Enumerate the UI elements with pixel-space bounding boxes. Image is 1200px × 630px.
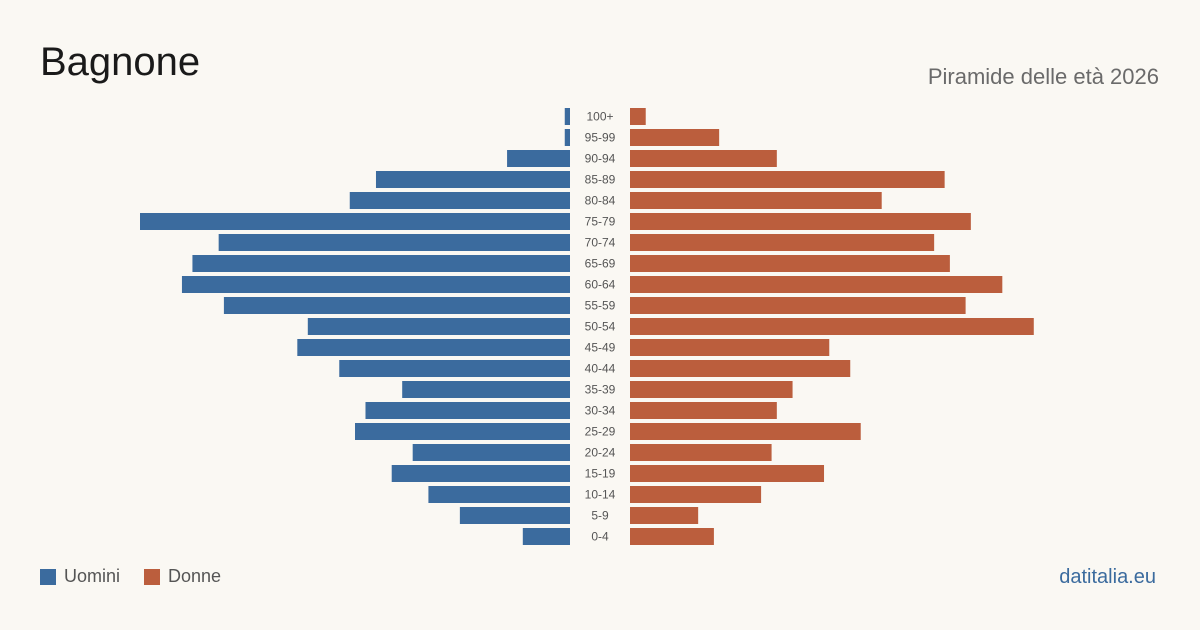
legend: Uomini Donne: [40, 566, 245, 587]
bar-women-45-49: [630, 339, 830, 356]
bar-women-70-74: [630, 234, 935, 251]
age-label-65-69: 65-69: [585, 257, 616, 271]
bar-women-50-54: [630, 318, 1034, 335]
bar-men-55-59: [223, 297, 570, 314]
bar-women-80-84: [630, 192, 882, 209]
bar-men-35-39: [402, 381, 570, 398]
bar-men-75-79: [140, 213, 570, 230]
bar-women-30-34: [630, 402, 777, 419]
bar-men-45-49: [297, 339, 570, 356]
bar-women-55-59: [630, 297, 966, 314]
bar-men-10-14: [428, 486, 570, 503]
age-label-70-74: 70-74: [585, 236, 616, 250]
age-label-85-89: 85-89: [585, 173, 616, 187]
bar-men-0-4: [522, 528, 570, 545]
bar-women-0-4: [630, 528, 714, 545]
bar-women-65-69: [630, 255, 950, 272]
chart-title: Bagnone: [40, 40, 201, 84]
bar-women-40-44: [630, 360, 851, 377]
age-label-80-84: 80-84: [585, 194, 616, 208]
age-label-75-79: 75-79: [585, 215, 616, 229]
source-link[interactable]: datitalia.eu: [1059, 566, 1156, 588]
bar-men-25-29: [355, 423, 570, 440]
bar-men-70-74: [218, 234, 570, 251]
age-label-60-64: 60-64: [585, 278, 616, 292]
legend-label-men: Uomini: [64, 566, 121, 586]
age-label-25-29: 25-29: [585, 425, 616, 439]
legend-item-women: Donne: [144, 566, 221, 587]
bar-women-5-9: [630, 507, 699, 524]
age-label-0-4: 0-4: [591, 530, 609, 544]
bar-men-60-64: [181, 276, 570, 293]
bar-men-15-19: [391, 465, 570, 482]
bar-men-80-84: [349, 192, 570, 209]
age-label-90-94: 90-94: [585, 152, 616, 166]
bar-men-100+: [564, 108, 570, 125]
age-label-30-34: 30-34: [585, 404, 616, 418]
bar-women-15-19: [630, 465, 825, 482]
age-label-45-49: 45-49: [585, 341, 616, 355]
bar-women-85-89: [630, 171, 945, 188]
age-label-55-59: 55-59: [585, 299, 616, 313]
bar-men-20-24: [412, 444, 570, 461]
bar-women-60-64: [630, 276, 1003, 293]
chart-subtitle: Piramide delle età 2026: [927, 64, 1159, 89]
age-label-40-44: 40-44: [585, 362, 616, 376]
bar-men-65-69: [192, 255, 570, 272]
age-label-10-14: 10-14: [585, 488, 616, 502]
bar-women-95-99: [630, 129, 720, 146]
bar-women-35-39: [630, 381, 793, 398]
age-label-20-24: 20-24: [585, 446, 616, 460]
bar-men-40-44: [339, 360, 570, 377]
age-label-15-19: 15-19: [585, 467, 616, 481]
bar-men-85-89: [375, 171, 570, 188]
bar-women-20-24: [630, 444, 772, 461]
bar-men-30-34: [365, 402, 570, 419]
legend-swatch-women: [144, 568, 161, 585]
age-label-5-9: 5-9: [591, 509, 609, 523]
bar-women-75-79: [630, 213, 971, 230]
legend-label-women: Donne: [168, 566, 222, 586]
bar-men-95-99: [564, 129, 570, 146]
bar-men-50-54: [307, 318, 570, 335]
bar-women-90-94: [630, 150, 777, 167]
age-label-35-39: 35-39: [585, 383, 616, 397]
bar-women-10-14: [630, 486, 762, 503]
age-label-100+: 100+: [586, 110, 613, 124]
age-label-50-54: 50-54: [585, 320, 616, 334]
bar-men-90-94: [507, 150, 570, 167]
legend-item-men: Uomini: [40, 566, 120, 587]
bar-women-25-29: [630, 423, 861, 440]
bar-women-100+: [630, 108, 646, 125]
age-label-95-99: 95-99: [585, 131, 616, 145]
legend-swatch-men: [40, 568, 56, 585]
bar-men-5-9: [459, 507, 570, 524]
